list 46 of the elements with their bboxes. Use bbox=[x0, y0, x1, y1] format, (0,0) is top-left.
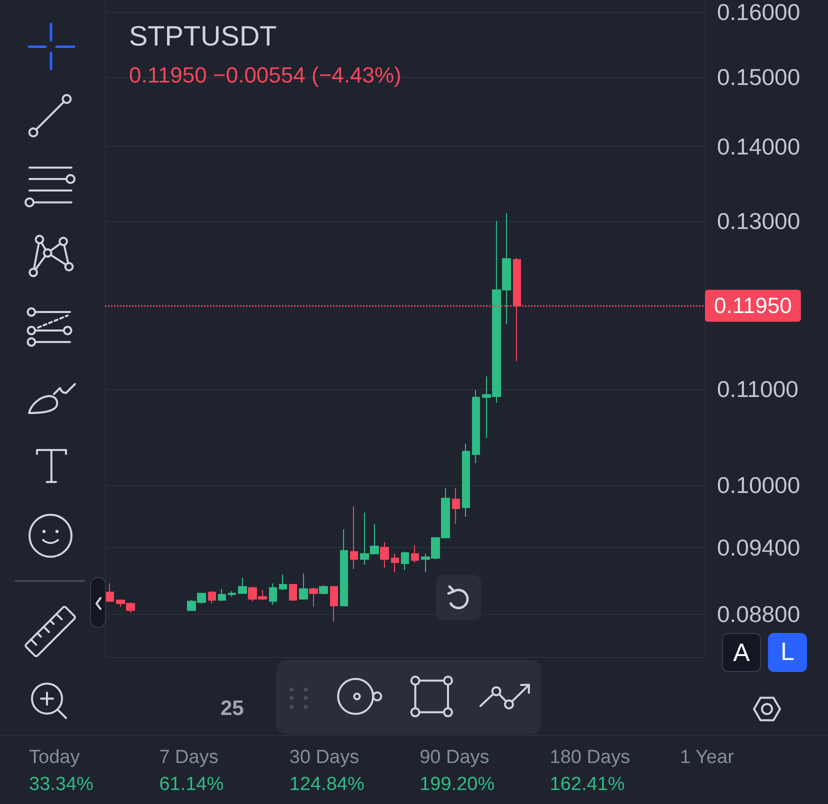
y-tick-label: 0.08800 bbox=[717, 600, 800, 627]
x-tick-label: 25 bbox=[220, 697, 244, 720]
y-tick-label: 0.14000 bbox=[717, 133, 800, 160]
candlestick bbox=[279, 574, 287, 591]
text: 30 Days bbox=[289, 746, 360, 769]
text: 1 Year bbox=[680, 746, 734, 769]
candlestick bbox=[380, 542, 389, 568]
candlestick bbox=[472, 390, 480, 464]
candlestick bbox=[350, 506, 358, 570]
candlestick bbox=[208, 590, 216, 604]
candlestick bbox=[411, 544, 419, 563]
candlestick bbox=[401, 551, 409, 571]
candlestick bbox=[106, 582, 114, 602]
candlestick bbox=[269, 582, 277, 606]
candlestick bbox=[391, 553, 399, 573]
candlestick bbox=[452, 488, 460, 525]
text: 124.84% bbox=[289, 773, 364, 796]
text: 199.20% bbox=[420, 773, 495, 796]
candlestick bbox=[319, 585, 328, 595]
y-tick-label: 0.13000 bbox=[717, 208, 800, 234]
l-button: L bbox=[768, 633, 807, 672]
candlestick bbox=[289, 584, 297, 601]
text: 180 Days bbox=[550, 746, 630, 769]
text: 7 Days bbox=[159, 746, 218, 769]
text: 61.14% bbox=[159, 773, 224, 796]
candlestick bbox=[330, 586, 338, 622]
a-button: A bbox=[722, 633, 761, 672]
ref-line-label: 0.11950 bbox=[714, 293, 792, 318]
text: Today bbox=[29, 746, 80, 769]
text: 162.41% bbox=[550, 773, 625, 796]
text: 0.11950 −0.00554 (−4.43%) bbox=[129, 62, 402, 88]
candlestick bbox=[309, 587, 318, 608]
y-tick-label: 0.11000 bbox=[717, 376, 798, 402]
candlestick bbox=[462, 443, 470, 518]
candlestick bbox=[299, 572, 308, 600]
candlestick bbox=[218, 588, 226, 602]
y-tick-label: 0.15000 bbox=[717, 64, 800, 90]
text: STPTUSDT bbox=[129, 20, 277, 52]
y-tick-label: 0.09400 bbox=[717, 534, 800, 560]
y-tick-label: 0.16000 bbox=[717, 0, 800, 25]
candlestick bbox=[340, 528, 348, 606]
candlestick bbox=[238, 577, 247, 594]
text: 33.34% bbox=[29, 773, 94, 796]
candlestick bbox=[228, 590, 236, 598]
y-tick-label: 0.10000 bbox=[717, 472, 800, 498]
text: 90 Days bbox=[420, 746, 490, 769]
